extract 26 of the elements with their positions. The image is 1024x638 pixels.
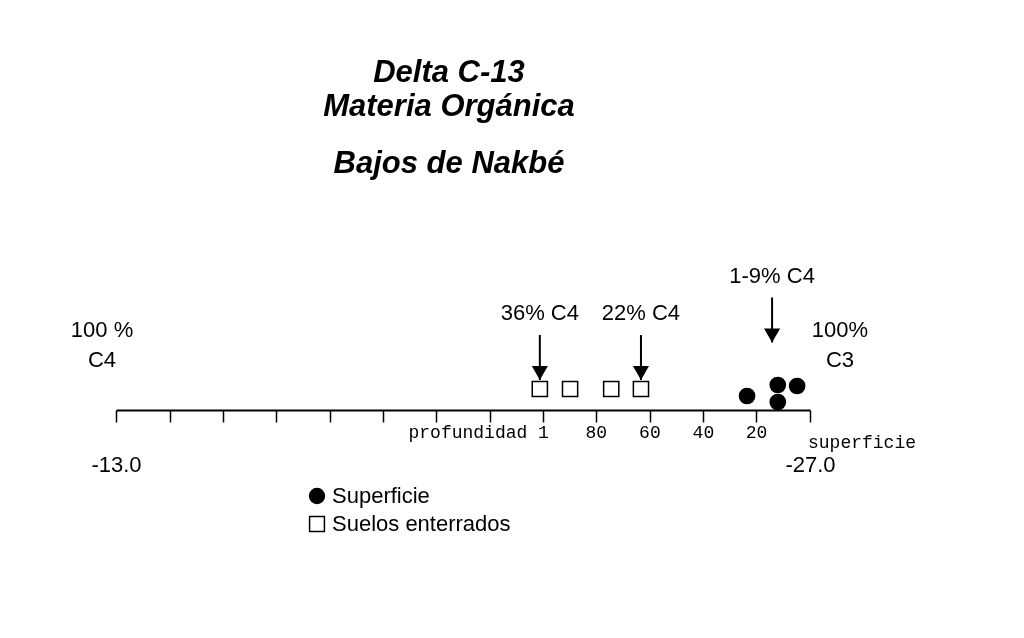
point [738, 387, 756, 405]
chart-subtitle: Bajos de Nakbé [333, 145, 565, 180]
text: profundidad [408, 423, 528, 443]
text: 100% C3 [811, 317, 869, 372]
text: superficie [808, 433, 917, 453]
point [531, 380, 549, 398]
chart-title: Delta C-13 Materia Orgánica [323, 54, 575, 123]
x-tick-label: -13.0 [91, 451, 142, 477]
text: 100 % C4 [70, 317, 134, 372]
text: 1 [537, 423, 549, 443]
point [561, 380, 579, 398]
x-tick-label: -27.0 [785, 451, 836, 477]
point [769, 393, 787, 411]
text: 40 [692, 423, 715, 443]
point [769, 376, 787, 394]
text: 1-9% C4 [729, 262, 815, 288]
text: 60 [639, 423, 661, 443]
text: 80 [585, 423, 608, 443]
annotation: 22% C4 [601, 300, 681, 325]
annotation: 36% C4 [500, 300, 579, 325]
point [632, 380, 650, 398]
text: 20 [745, 423, 768, 443]
point [788, 377, 806, 395]
legend-label: Suelos enterrados [332, 511, 511, 536]
legend-label: Superficie [332, 483, 430, 508]
point [602, 380, 620, 398]
